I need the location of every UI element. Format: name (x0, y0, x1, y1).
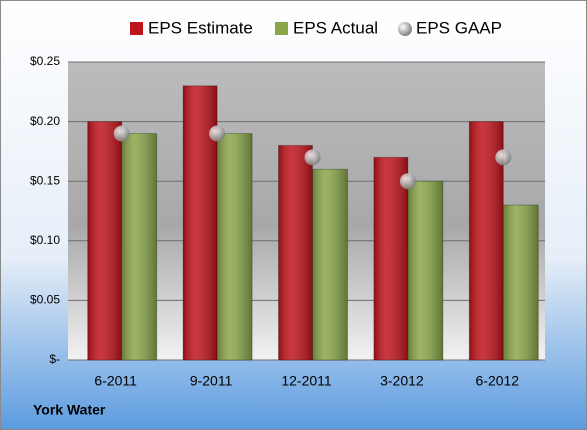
x-tick-label: 6-2012 (476, 373, 520, 389)
marker (113, 125, 130, 142)
marker (495, 149, 512, 166)
x-tick-label: 3-2012 (380, 373, 424, 389)
x-tick-label: 9-2011 (190, 373, 233, 389)
marker (209, 125, 226, 142)
legend-marker (398, 22, 412, 36)
bar-shade (278, 144, 313, 361)
bar-shade (373, 156, 409, 361)
bar-shade (121, 133, 158, 361)
legend-label: EPS GAAP (416, 18, 502, 37)
y-tick-label: $- (49, 352, 60, 366)
legend-label: EPS Actual (293, 18, 378, 37)
x-tick-label: 6-2011 (94, 373, 137, 389)
caption: York Water (33, 402, 106, 418)
bar-shade (502, 204, 539, 361)
bar-shade (216, 133, 253, 361)
marker (399, 173, 416, 190)
legend-marker (275, 22, 288, 35)
y-tick-label: $0.05 (30, 293, 60, 307)
legend-label: EPS Estimate (148, 18, 253, 37)
y-tick-label: $0.25 (30, 54, 60, 68)
y-tick-label: $0.20 (30, 114, 60, 128)
y-tick-label: $0.15 (30, 173, 60, 187)
marker (304, 149, 321, 166)
x-tick-label: 12-2011 (281, 373, 332, 389)
bar-shade (87, 121, 123, 361)
bar-shade (407, 180, 444, 361)
bar-shade (182, 85, 218, 361)
legend-marker (130, 22, 143, 35)
bar-shade (312, 168, 348, 361)
y-tick-label: $0.10 (30, 233, 60, 247)
